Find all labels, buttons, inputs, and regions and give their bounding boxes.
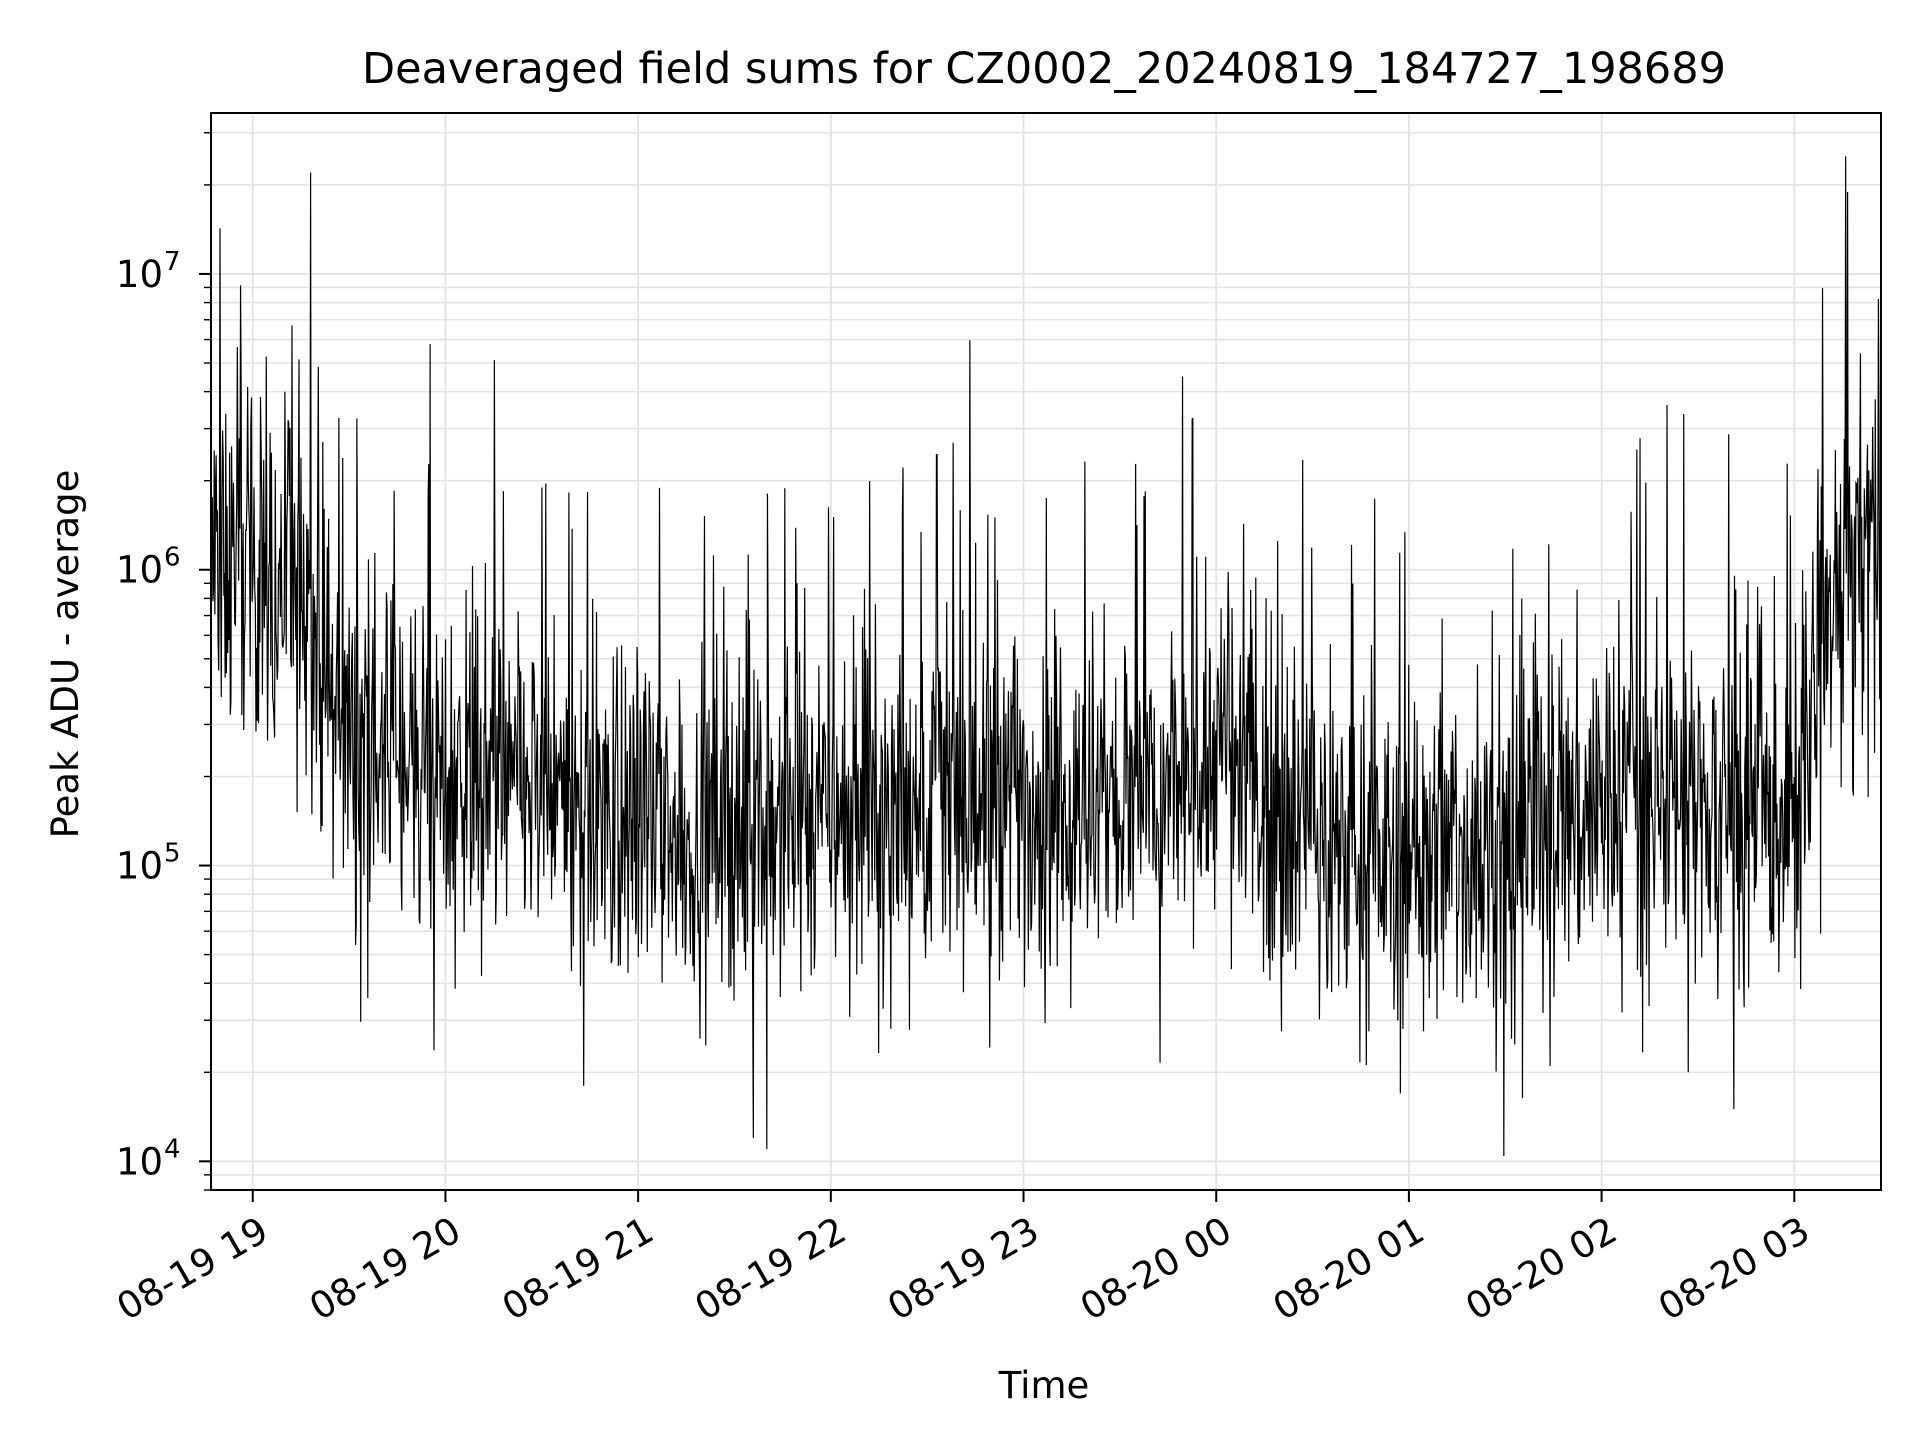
y-tick-label: 10: [116, 845, 163, 888]
y-tick-label-exponent: 5: [164, 839, 181, 869]
y-tick-label-exponent: 7: [164, 247, 181, 277]
x-axis-label: Time: [998, 1364, 1090, 1407]
y-tick-label: 10: [116, 549, 163, 592]
chart-title: Deaveraged field sums for CZ0002_2024081…: [362, 44, 1726, 94]
plot-frame: [210, 112, 1882, 1191]
y-axis-label: Peak ADU - average: [44, 470, 87, 839]
y-tick-label: 10: [116, 1140, 163, 1183]
y-tick-label: 10: [116, 253, 163, 296]
series-line: [210, 156, 1882, 1156]
y-tick-label-exponent: 4: [164, 1134, 181, 1164]
y-tick-label-exponent: 6: [164, 543, 181, 573]
data-series: [210, 156, 1882, 1156]
